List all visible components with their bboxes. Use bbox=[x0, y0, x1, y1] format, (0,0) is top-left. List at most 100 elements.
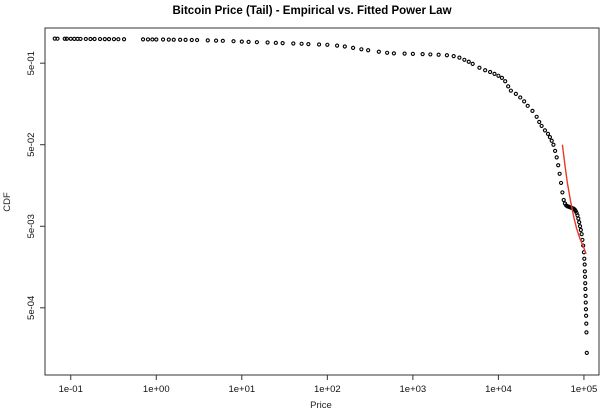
data-point bbox=[462, 57, 467, 62]
y-tick-label: 5e-02 bbox=[26, 133, 37, 157]
data-point bbox=[506, 84, 511, 89]
data-point bbox=[92, 36, 97, 42]
data-point bbox=[116, 37, 121, 42]
data-point bbox=[577, 220, 582, 225]
data-point bbox=[111, 37, 117, 42]
data-point bbox=[183, 37, 188, 42]
chart-title: Bitcoin Price (Tail) - Empirical vs. Fit… bbox=[172, 5, 451, 17]
data-point bbox=[522, 99, 527, 104]
fitted-power-law-line bbox=[561, 144, 587, 255]
data-point bbox=[583, 281, 588, 286]
data-point bbox=[576, 216, 581, 221]
data-point bbox=[246, 39, 251, 44]
x-tick-label: 1e+02 bbox=[314, 384, 341, 395]
data-point bbox=[220, 38, 225, 43]
y-axis-label: CDF bbox=[2, 192, 13, 212]
data-point bbox=[552, 148, 558, 153]
x-tick-label: 1e+00 bbox=[143, 384, 170, 395]
data-point bbox=[78, 36, 83, 42]
data-point bbox=[102, 36, 107, 42]
data-point bbox=[420, 52, 425, 57]
data-point bbox=[121, 37, 127, 42]
data-point bbox=[457, 55, 462, 60]
data-point bbox=[582, 274, 588, 279]
data-point bbox=[444, 53, 450, 58]
data-point bbox=[470, 61, 475, 66]
data-point bbox=[584, 313, 589, 318]
data-point bbox=[64, 36, 69, 41]
data-point bbox=[584, 330, 589, 335]
data-point bbox=[88, 36, 93, 42]
data-point bbox=[140, 37, 146, 42]
plot-frame bbox=[44, 27, 600, 376]
data-point bbox=[55, 36, 60, 41]
data-point bbox=[239, 39, 244, 44]
data-point bbox=[583, 286, 588, 292]
data-point bbox=[366, 48, 371, 53]
data-point bbox=[291, 41, 296, 46]
data-point bbox=[359, 47, 364, 52]
x-tick-label: 1e-01 bbox=[59, 384, 83, 395]
data-point bbox=[145, 37, 151, 42]
data-point bbox=[316, 42, 322, 47]
data-point bbox=[584, 350, 589, 355]
data-point bbox=[579, 232, 584, 237]
data-point bbox=[166, 37, 171, 42]
data-point bbox=[205, 38, 210, 43]
data-point bbox=[273, 40, 278, 45]
data-point bbox=[537, 119, 542, 125]
data-point bbox=[402, 51, 407, 56]
data-point bbox=[106, 37, 112, 42]
data-point bbox=[542, 128, 548, 133]
y-tick-label: 5e-01 bbox=[26, 51, 37, 75]
data-point bbox=[477, 65, 482, 70]
x-tick-label: 1e+05 bbox=[571, 384, 598, 395]
data-point bbox=[171, 37, 176, 42]
data-point bbox=[558, 180, 564, 186]
data-point bbox=[350, 45, 356, 50]
data-point bbox=[342, 44, 347, 49]
data-point bbox=[551, 142, 556, 147]
data-point bbox=[62, 36, 67, 41]
data-point bbox=[334, 43, 340, 48]
scatter-points bbox=[52, 36, 589, 355]
data-point bbox=[547, 135, 553, 140]
x-tick-label: 1e+04 bbox=[485, 384, 512, 395]
data-point bbox=[584, 321, 589, 326]
data-point bbox=[265, 40, 270, 45]
data-point bbox=[583, 307, 589, 312]
data-point bbox=[299, 41, 304, 46]
data-point bbox=[534, 114, 539, 119]
data-point bbox=[582, 262, 587, 267]
data-point bbox=[466, 59, 471, 64]
data-point bbox=[499, 75, 505, 80]
y-tick-label: 5e-04 bbox=[26, 296, 37, 320]
data-point bbox=[72, 36, 77, 41]
data-point bbox=[483, 68, 488, 73]
data-point bbox=[556, 163, 561, 168]
data-point bbox=[539, 123, 544, 129]
data-point bbox=[508, 88, 514, 93]
data-point bbox=[545, 131, 551, 136]
data-point bbox=[496, 73, 501, 78]
data-point bbox=[306, 42, 311, 47]
data-point bbox=[68, 36, 73, 41]
data-point bbox=[189, 37, 194, 43]
data-point bbox=[391, 51, 396, 56]
data-point bbox=[451, 54, 456, 59]
data-point bbox=[231, 39, 236, 44]
data-point bbox=[582, 256, 587, 261]
data-point bbox=[557, 171, 562, 176]
y-tick-label: 5e-03 bbox=[26, 214, 37, 238]
x-axis: 1e-01 1e+00 1e+01 1e+02 1e+03 1e+04 1e+05 bbox=[59, 375, 598, 395]
data-point bbox=[575, 213, 580, 218]
data-point bbox=[154, 37, 159, 42]
x-tick-label: 1e+03 bbox=[400, 384, 427, 395]
data-point bbox=[549, 138, 554, 143]
data-point bbox=[488, 69, 493, 75]
data-point bbox=[583, 293, 588, 298]
data-point bbox=[525, 103, 530, 108]
data-point bbox=[410, 51, 415, 56]
data-point bbox=[436, 52, 441, 57]
